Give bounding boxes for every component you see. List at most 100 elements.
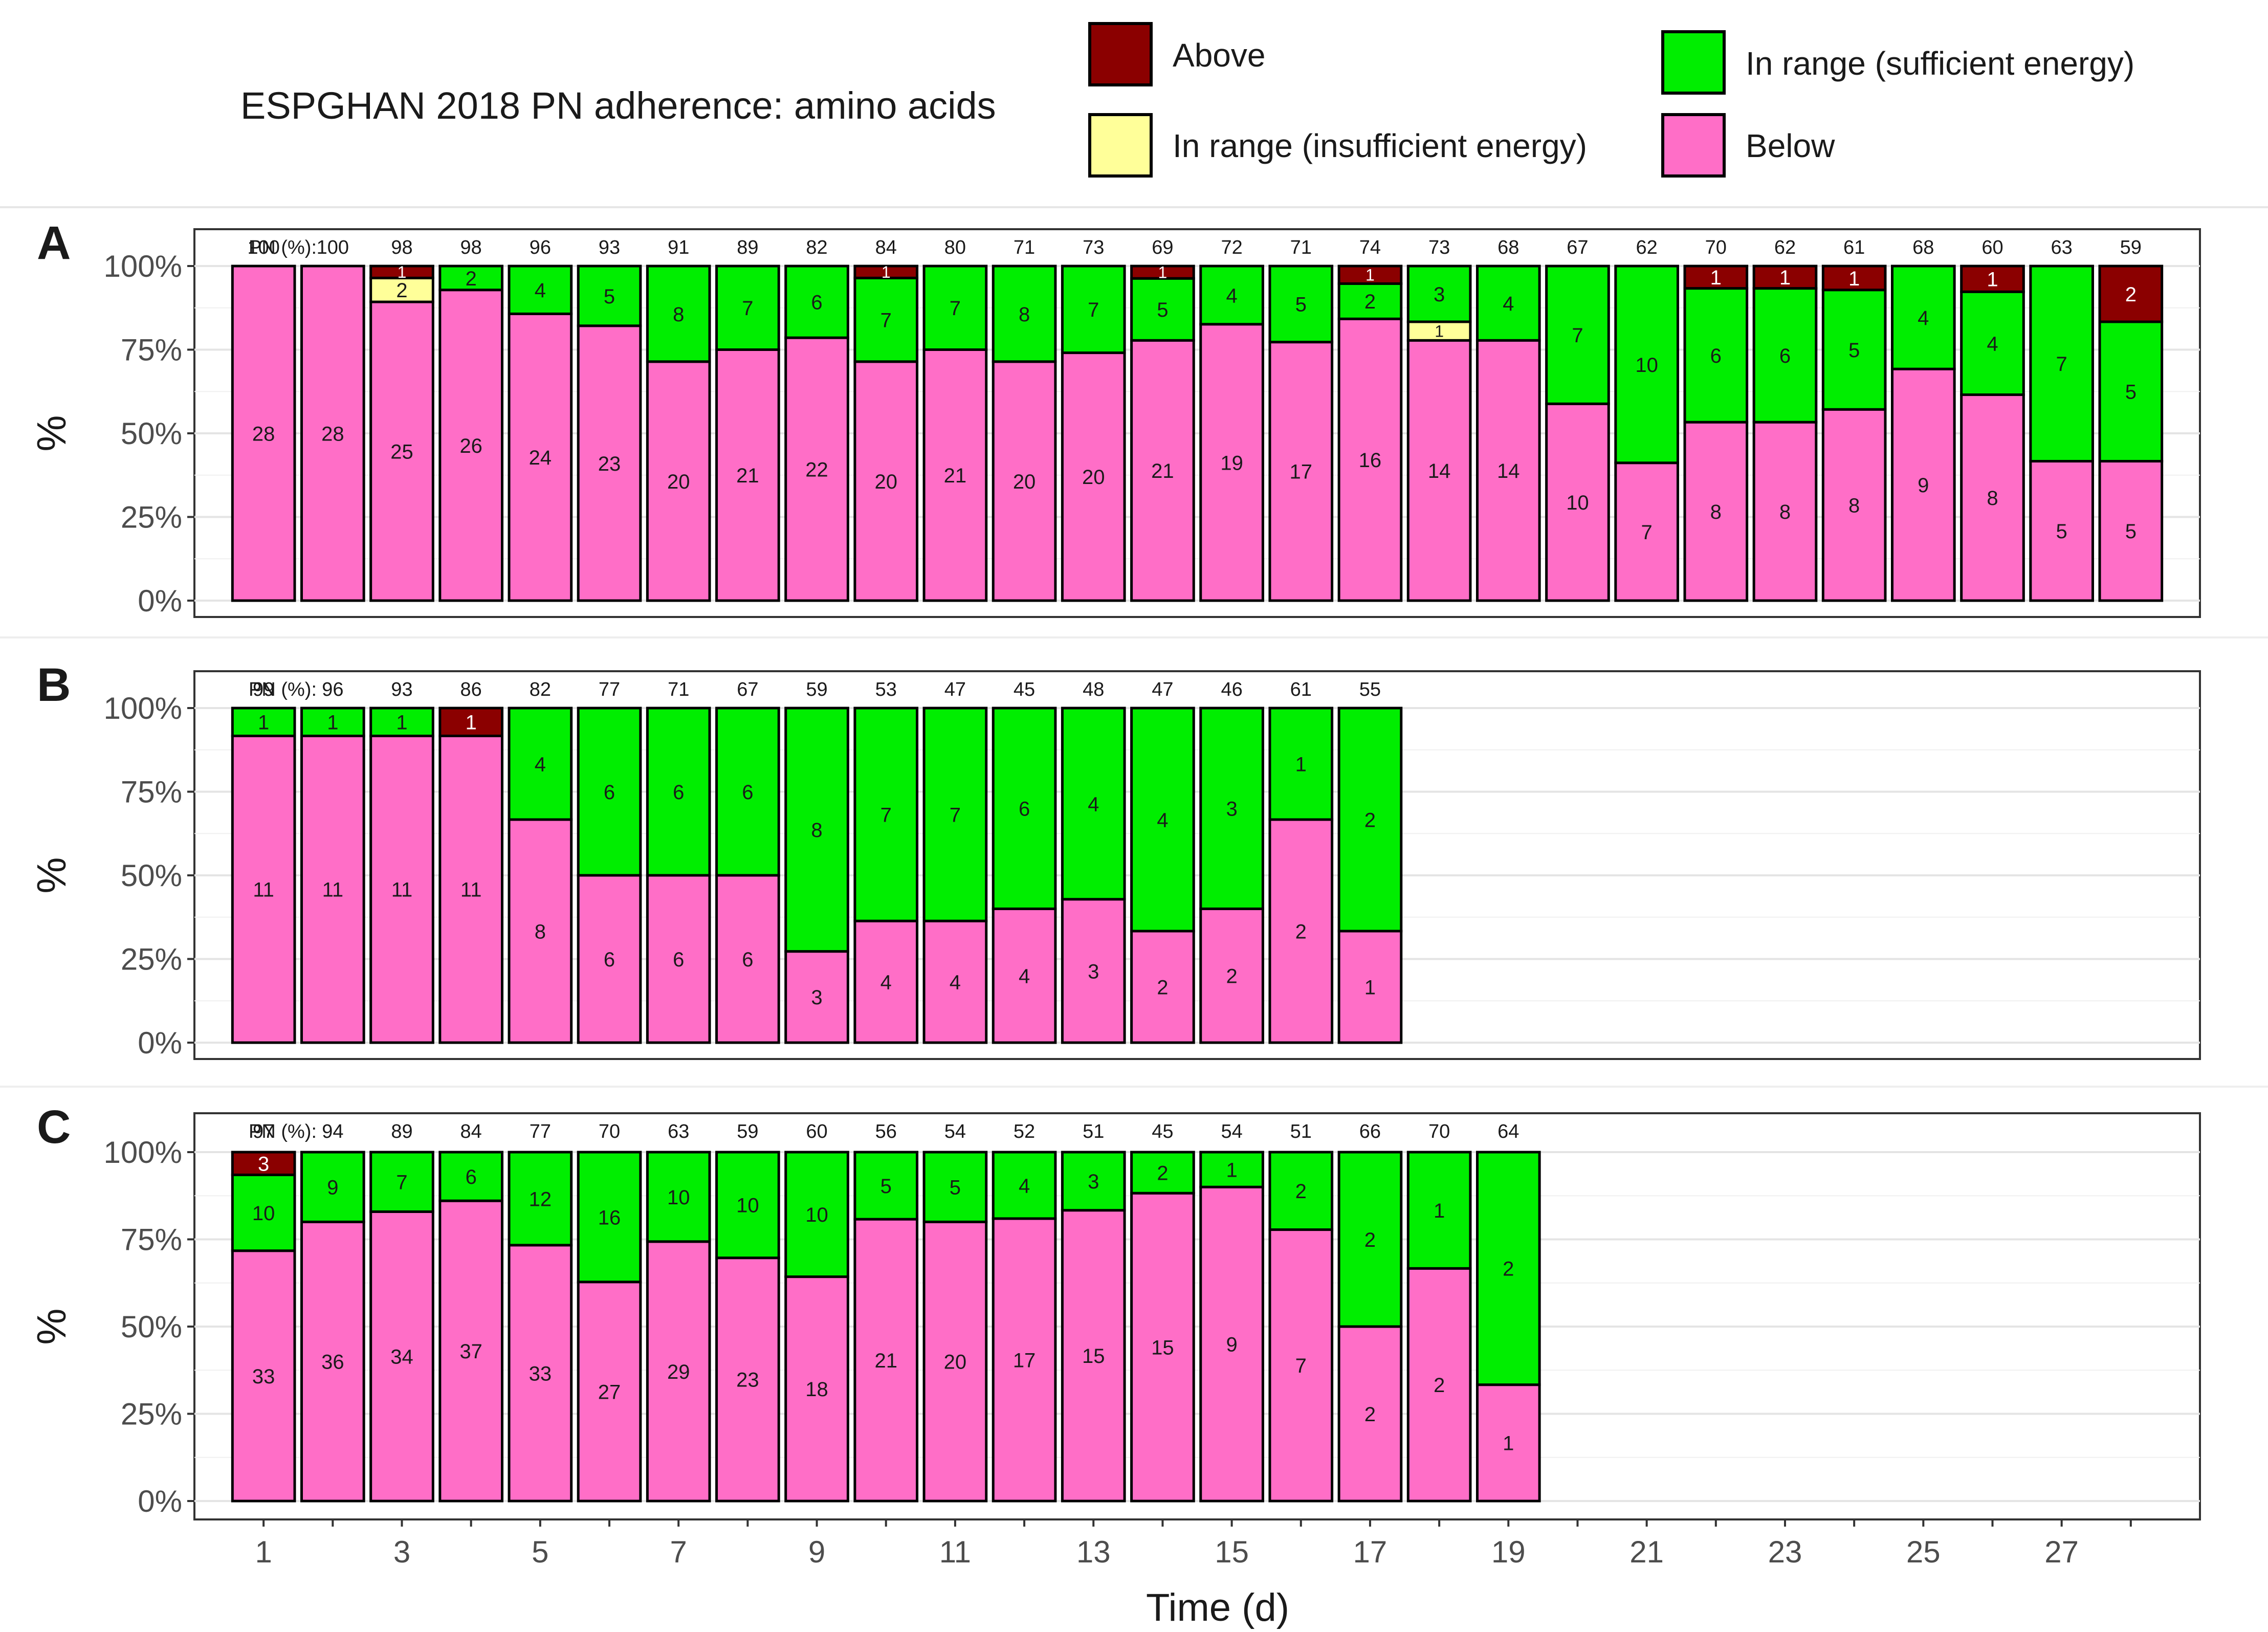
bar-count-label: 1	[466, 712, 477, 734]
bar-count-label: 10	[252, 1202, 275, 1225]
bar-count-label: 7	[1641, 521, 1652, 544]
bar-segment-below	[577, 1281, 642, 1503]
bar-segment-in-range-sufficient	[853, 276, 919, 363]
bar-segment-below	[1268, 818, 1334, 1044]
bar-segment-in-range-sufficient	[992, 707, 1057, 910]
bar-count-label: 1	[1503, 1432, 1514, 1455]
bar-segment-in-range-sufficient	[715, 264, 780, 351]
bar-segment-in-range-sufficient	[992, 1151, 1057, 1220]
bar-count-label: 20	[667, 471, 690, 493]
bar-count-label: 3	[1226, 798, 1237, 821]
bar-segment-in-range-sufficient	[2029, 264, 2094, 462]
bar-segment-in-range-sufficient	[1683, 287, 1749, 424]
bar-count-label: 8	[1848, 495, 1860, 517]
bar-count-label: 1	[1435, 322, 1444, 341]
bar-count-label: 2	[1364, 1229, 1376, 1251]
panel-label: B	[37, 659, 71, 711]
bar-segment-below	[1268, 341, 1334, 602]
pn-percent-label: 71	[1014, 237, 1035, 258]
bar-segment-in-range-sufficient	[1130, 277, 1195, 342]
y-tick-label: 25%	[121, 1397, 182, 1431]
pn-percent-label: 70	[1705, 237, 1727, 258]
pn-percent-label: 59	[737, 1121, 758, 1142]
bar-segment-in-range-sufficient	[784, 1151, 849, 1278]
bar-segment-below	[1199, 907, 1264, 1044]
bar-segment-below	[1337, 1325, 1403, 1503]
bar-segment-in-range-sufficient	[438, 1151, 504, 1202]
bar-count-label: 21	[736, 465, 759, 487]
bar-segment-below	[1337, 317, 1403, 602]
bar-count-label: 10	[805, 1204, 828, 1226]
bar-segment-above	[1960, 264, 2025, 293]
bar-count-label: 23	[598, 453, 621, 475]
bar-count-label: 33	[252, 1365, 275, 1388]
pn-percent-label: 47	[1152, 679, 1173, 700]
panel-a: 0%25%50%75%100%%A PN (%):1002810028982521…	[0, 217, 2268, 638]
bar-segment-below	[1268, 1228, 1334, 1503]
bar-count-label: 3	[811, 986, 822, 1009]
bar-count-label: 25	[390, 440, 413, 463]
bar-count-label: 18	[805, 1378, 828, 1401]
bar-segment-in-range-sufficient	[1268, 264, 1334, 344]
y-axis-title: %	[29, 857, 74, 893]
bar-count-label: 34	[390, 1346, 413, 1369]
bar-segment-below	[1476, 339, 1541, 602]
pn-percent-label: 70	[599, 1121, 620, 1142]
bar-segment-below	[715, 1256, 780, 1503]
y-tick-label: 0%	[138, 1484, 182, 1518]
bar-segment-in-range-sufficient	[369, 707, 434, 737]
bar-segment-in-range-sufficient	[577, 264, 642, 327]
pn-percent-label: 62	[1636, 237, 1657, 258]
bar-count-label: 11	[391, 879, 413, 901]
bar-count-label: 5	[1295, 294, 1307, 316]
bar-count-label: 15	[1151, 1337, 1174, 1359]
bar-segment-in-range-sufficient	[646, 707, 711, 877]
bar-count-label: 3	[1434, 283, 1445, 306]
pn-percent-label: 100	[247, 237, 279, 258]
bar-segment-below	[1545, 402, 1610, 602]
panel-label: A	[37, 217, 71, 269]
bar-count-label: 4	[1088, 793, 1099, 815]
legend-label-below: Below	[1746, 127, 1835, 164]
bar-count-label: 9	[1226, 1334, 1237, 1356]
bar-count-label: 5	[2125, 381, 2137, 404]
bar-count-label: 11	[460, 879, 482, 901]
bar-segment-below	[1061, 1209, 1126, 1503]
bar-count-label: 2	[466, 268, 477, 290]
bar-segment-in-range-sufficient	[438, 264, 504, 292]
bar-count-label: 5	[950, 1177, 961, 1199]
bar-segment-below	[1130, 930, 1195, 1044]
bar-segment-in-range-sufficient	[231, 707, 296, 737]
bar-count-label: 4	[535, 279, 546, 302]
pn-percent-label: 70	[1428, 1121, 1450, 1142]
pn-percent-label: 61	[1843, 237, 1865, 258]
bar-count-label: 17	[1290, 461, 1313, 483]
bar-segment-in-range-sufficient	[1752, 287, 1818, 424]
x-tick-label: 7	[670, 1535, 687, 1569]
pn-percent-label: 98	[460, 237, 482, 258]
pn-percent-label: 53	[875, 679, 897, 700]
x-tick-label: 9	[808, 1535, 825, 1569]
bar-segment-below	[922, 919, 988, 1044]
bar-count-label: 10	[1635, 354, 1658, 377]
bar-segment-in-range-sufficient	[1199, 1151, 1264, 1188]
pn-percent-label: 97	[253, 1121, 274, 1142]
bar-count-label: 4	[1157, 809, 1168, 831]
panel-b: 0%25%50%75%100%%B PN (%):9911196111931118…	[0, 659, 2268, 1088]
bar-count-label: 8	[673, 303, 684, 326]
x-tick-label: 17	[1353, 1535, 1388, 1569]
bar-segment-below	[1614, 461, 1679, 602]
bar-segment-below	[992, 907, 1057, 1044]
bar-count-label: 17	[1013, 1349, 1036, 1372]
bar-segment-above	[853, 264, 919, 279]
legend-key-in-range-insufficient	[1088, 113, 1153, 178]
bar-segment-below	[715, 348, 780, 602]
pn-percent-label: 72	[1221, 237, 1242, 258]
x-tick-label: 5	[532, 1535, 548, 1569]
bar-count-label: 14	[1497, 460, 1520, 482]
bar-count-label: 16	[598, 1206, 621, 1229]
pn-row-label: PN (%):	[249, 679, 317, 700]
bar-segment-below	[300, 264, 365, 602]
pn-percent-label: 74	[1359, 237, 1381, 258]
bar-count-label: 4	[880, 971, 892, 994]
